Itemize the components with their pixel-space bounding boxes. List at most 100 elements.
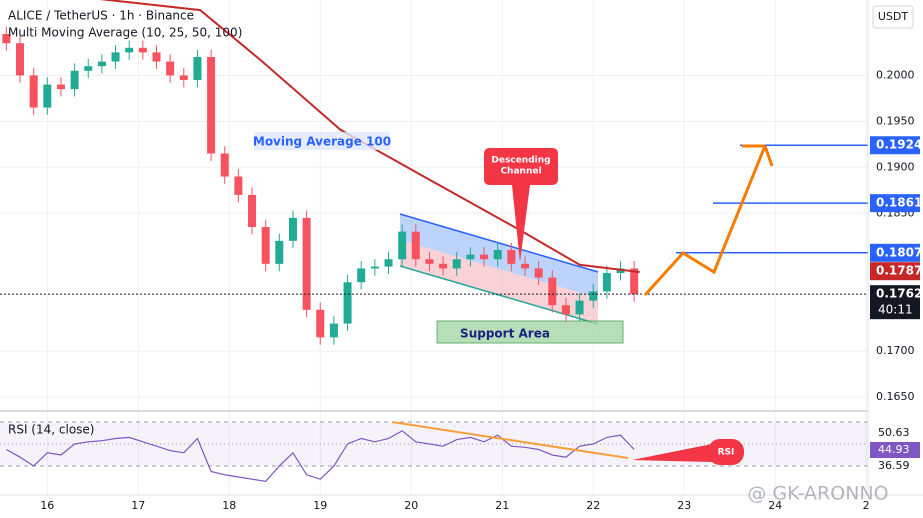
- candle-body: [84, 66, 93, 71]
- currency: USDT: [878, 10, 909, 23]
- rsi-label: 50.63: [878, 426, 910, 439]
- candle-body: [16, 43, 25, 76]
- x-tick-label: 2: [863, 499, 870, 512]
- ma-label-bg: [254, 132, 390, 150]
- candle-body: [207, 56, 216, 154]
- candle-body: [425, 259, 434, 264]
- candle-body: [329, 323, 338, 338]
- callout-text: Channel: [500, 167, 541, 177]
- rsi-callout: [708, 439, 744, 465]
- level-label: 0.1807: [876, 245, 922, 259]
- countdown: 40:11: [878, 303, 913, 317]
- candle-body: [97, 61, 106, 67]
- candle-body: [29, 75, 38, 108]
- candle-body: [602, 273, 611, 292]
- candle-body: [575, 300, 584, 315]
- candle-body: [507, 250, 516, 264]
- x-tick-label: 23: [677, 499, 691, 512]
- level-label: 0.1861: [876, 196, 922, 210]
- rsi-label: 36.59: [878, 459, 910, 472]
- candle-body: [2, 34, 11, 44]
- candles: [0, 0, 868, 345]
- ma-label: Moving Average 100: [253, 135, 391, 149]
- candle-body: [493, 250, 502, 260]
- candle-body: [111, 52, 120, 62]
- candle-body: [452, 259, 461, 269]
- chart-subtitle: Multi Moving Average (10, 25, 50, 100): [8, 26, 242, 40]
- x-tick-label: 17: [131, 499, 145, 512]
- level-label-bg: [870, 194, 920, 213]
- candle-body: [70, 70, 79, 90]
- candle-body: [480, 254, 489, 260]
- candle-body: [466, 254, 475, 260]
- axis-labels: 16 17 18 19 20 21 22 23 24 2 0.2000 0.1950 0.1900 0.1…: [40, 68, 922, 512]
- rsi-label: 44.93: [878, 443, 910, 456]
- ma-price-bg: [870, 262, 920, 281]
- level-label-bg: [870, 243, 920, 262]
- forecast-arrow: [643, 144, 774, 297]
- rsi-trendline: [391, 421, 629, 459]
- currency-box: [872, 5, 914, 29]
- last-price-bg: [870, 285, 920, 320]
- channel-top-line: [399, 213, 599, 273]
- candle-body: [261, 227, 270, 264]
- y-tick-label: 0.1900: [876, 160, 915, 173]
- y-tick-label: 0.1700: [876, 344, 915, 357]
- candle-body: [357, 268, 366, 283]
- chart-title: ALICE / TetherUS · 1h · Binance: [8, 9, 194, 23]
- candle-body: [316, 309, 325, 338]
- rsi-callout-text: RSI: [718, 448, 735, 458]
- candle-body: [234, 176, 243, 195]
- support-area: [436, 320, 624, 344]
- channel-callout: [484, 148, 558, 262]
- rsi-callout-pointer: [632, 444, 712, 462]
- candle-body: [138, 47, 147, 53]
- watermark: @ GK-ARONNO: [747, 483, 888, 505]
- candle-body: [561, 305, 570, 315]
- y-tick-label: 0.1650: [876, 390, 915, 403]
- candle-body: [166, 61, 175, 76]
- candle-body: [248, 194, 257, 228]
- candle-body: [220, 153, 229, 177]
- candle-body: [534, 268, 543, 278]
- y-tick-label: 0.1950: [876, 114, 915, 127]
- ma-line: [99, 0, 640, 274]
- candle-body: [152, 52, 161, 62]
- x-tick-label: 16: [40, 499, 54, 512]
- candle-body: [630, 268, 639, 295]
- candle-body: [343, 282, 352, 324]
- candle-body: [43, 84, 52, 108]
- candle-body: [288, 217, 297, 241]
- x-tick-label: 21: [495, 499, 509, 512]
- candle-body: [589, 291, 598, 301]
- callout-text: Descending: [491, 156, 550, 166]
- rsi-title: RSI (14, close): [8, 423, 94, 437]
- candle-body: [193, 56, 202, 80]
- x-tick-label: 22: [586, 499, 600, 512]
- candle-body: [56, 84, 65, 90]
- candle-body: [398, 231, 407, 260]
- candle-body: [520, 263, 529, 269]
- x-tick-label: 20: [404, 499, 418, 512]
- level-label-bg: [870, 136, 920, 155]
- rsi-line: [6, 430, 635, 483]
- candle-body: [275, 240, 284, 264]
- candle-body: [370, 266, 379, 269]
- level-label: 0.1924: [876, 138, 922, 152]
- y-tick-label: 0.2000: [876, 68, 915, 81]
- support-label: Support Area: [460, 327, 550, 341]
- x-tick-label: 24: [768, 499, 782, 512]
- candle-body: [548, 277, 557, 306]
- x-tick-label: 19: [313, 499, 327, 512]
- candle-body: [179, 75, 188, 80]
- candle-body: [384, 259, 393, 267]
- candle-body: [439, 263, 448, 269]
- candle-body: [302, 217, 311, 310]
- candle-body: [125, 47, 134, 53]
- x-tick-label: 18: [222, 499, 236, 512]
- ma-price-label: 0.1787: [876, 264, 922, 278]
- candle-body: [411, 231, 420, 260]
- rsi-label-bg: [870, 442, 920, 458]
- last-price-label: 0.1762: [876, 287, 922, 301]
